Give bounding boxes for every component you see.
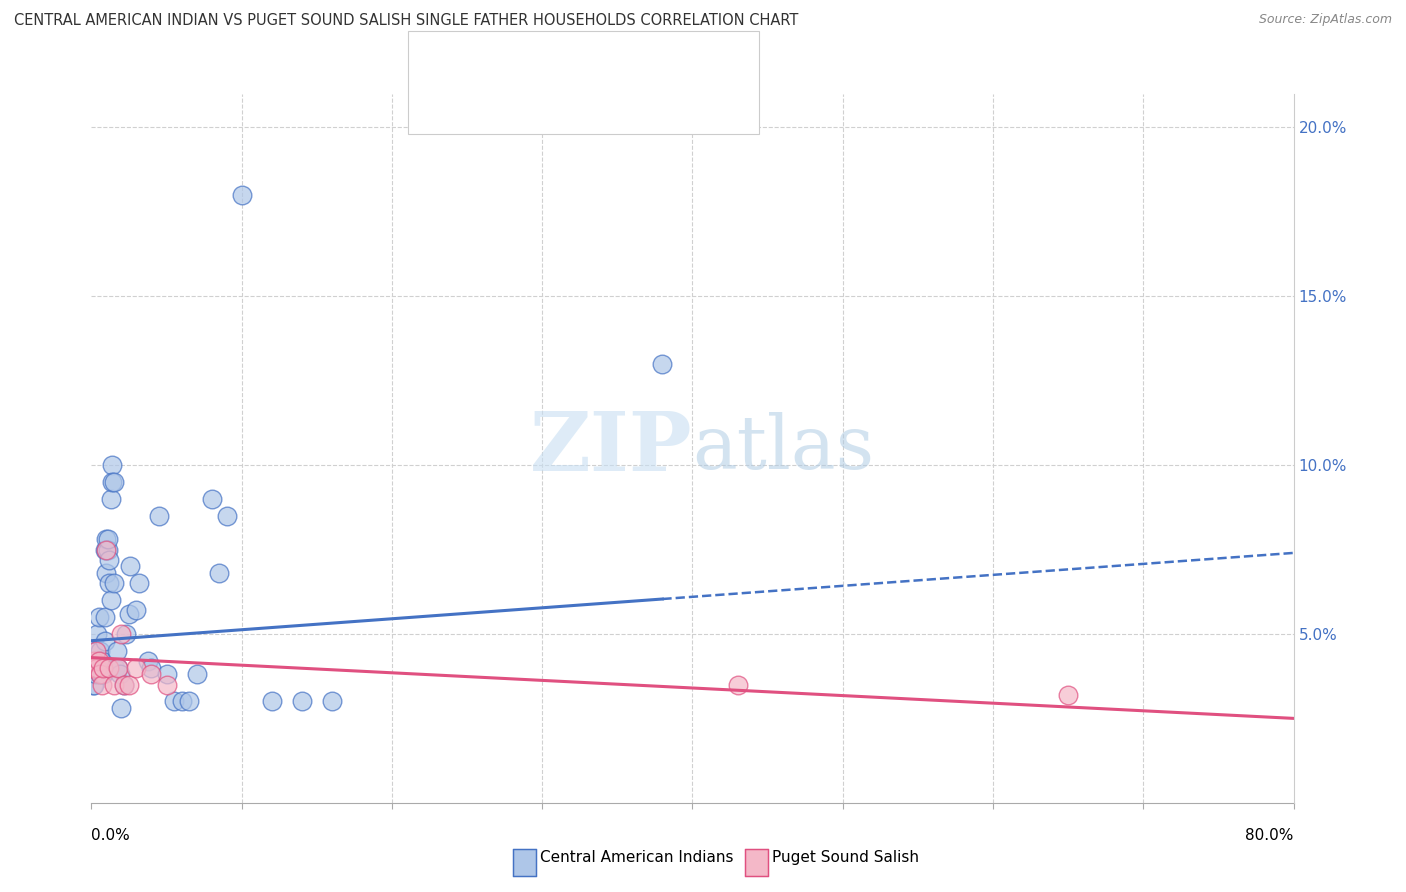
Point [83,678,105,692]
Text: R =: R = [453,71,481,87]
Point [155,678,177,692]
Text: Source: ZipAtlas.com: Source: ZipAtlas.com [1258,13,1392,27]
Point [103,475,125,489]
Point [727,678,749,692]
Point [101,475,124,489]
Point [90,654,112,668]
Point [96,542,118,557]
Point [84,661,107,675]
Point [97,533,120,547]
Point [104,661,127,675]
Point [110,627,132,641]
Point [93,661,115,675]
Point [101,458,124,472]
Point [108,667,131,681]
Point [107,661,129,675]
Point [93,667,115,681]
Point [98,552,121,566]
Point [93,661,115,675]
Point [94,542,117,557]
Point [94,610,117,624]
Point [177,694,200,708]
Point [83,661,105,675]
Point [86,627,108,641]
Point [96,542,118,557]
Point [90,661,112,675]
Point [105,644,128,658]
Point [186,667,208,681]
Point [114,678,136,692]
Point [110,701,132,715]
Point [100,491,122,506]
Text: N =: N = [541,96,571,112]
Point [83,654,105,668]
Point [84,644,107,658]
Point [89,661,111,675]
Point [125,661,148,675]
Point [120,559,142,574]
Point [84,644,107,658]
Point [98,576,121,591]
Point [215,508,238,523]
Text: 62: 62 [568,71,589,87]
Point [138,654,160,668]
Point [141,667,163,681]
Point [321,694,343,708]
Point [103,678,125,692]
Point [115,627,138,641]
Point [98,661,121,675]
Point [128,576,150,591]
Text: R =: R = [453,96,481,112]
Point [107,661,129,675]
Point [148,508,170,523]
Point [231,188,253,202]
Point [103,576,125,591]
Point [208,566,231,581]
Point [89,644,111,658]
Text: 80.0%: 80.0% [1246,828,1294,843]
Point [90,667,112,681]
Point [86,661,108,675]
Point [87,610,110,624]
Point [1057,688,1080,702]
Text: CENTRAL AMERICAN INDIAN VS PUGET SOUND SALISH SINGLE FATHER HOUSEHOLDS CORRELATI: CENTRAL AMERICAN INDIAN VS PUGET SOUND S… [14,13,799,29]
Point [97,542,120,557]
Point [94,633,117,648]
Point [93,661,115,675]
Point [89,667,111,681]
Point [125,603,148,617]
Point [90,678,112,692]
Text: ZIP: ZIP [530,409,692,488]
Point [163,694,186,708]
Text: -0.220: -0.220 [479,96,534,112]
Point [201,491,224,506]
Point [87,654,110,668]
Point [118,607,141,621]
Text: Puget Sound Salish: Puget Sound Salish [772,850,920,865]
Point [155,667,177,681]
Text: 0.087: 0.087 [479,71,527,87]
Point [86,661,108,675]
Point [84,667,107,681]
Point [82,661,104,675]
Point [651,357,673,371]
Point [118,678,141,692]
Text: atlas: atlas [692,412,875,484]
Point [114,678,136,692]
Text: N =: N = [541,71,571,87]
Point [260,694,283,708]
Point [170,694,193,708]
Point [141,661,163,675]
Point [87,654,110,668]
Text: 0.0%: 0.0% [91,828,131,843]
Text: 20: 20 [568,96,589,112]
Point [100,593,122,607]
Text: Central American Indians: Central American Indians [540,850,734,865]
Point [291,694,314,708]
Point [89,667,111,681]
Point [96,533,118,547]
Point [96,566,118,581]
Point [82,678,104,692]
